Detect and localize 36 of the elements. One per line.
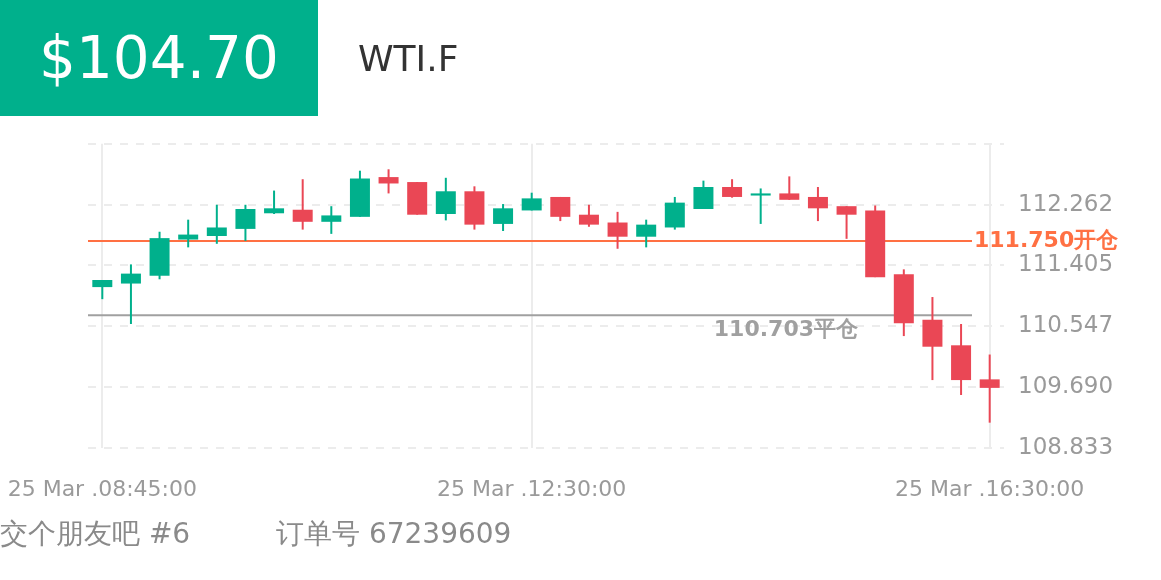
candlestick xyxy=(178,218,199,249)
candlestick xyxy=(779,175,800,201)
y-tick-label: 109.690 xyxy=(1018,372,1114,399)
candlestick xyxy=(435,176,456,222)
candlestick xyxy=(550,195,571,223)
candlestick xyxy=(750,187,771,225)
text: 订单号 67239609 xyxy=(276,516,512,552)
chart-title: WTI.F xyxy=(358,38,459,79)
candlestick xyxy=(807,186,828,223)
candlestick xyxy=(693,179,714,211)
x-tick-label: 25 Mar .12:30:00 xyxy=(437,475,627,501)
text: 交个朋友吧 #6 xyxy=(0,516,191,552)
x-tick-label: 25 Mar .16:30:00 xyxy=(895,475,1085,501)
candlestick xyxy=(92,279,113,301)
candlestick xyxy=(493,203,514,233)
y-tick-label: 112.262 xyxy=(1018,189,1114,216)
candlestick xyxy=(578,203,599,228)
candlestick xyxy=(206,203,227,245)
candlestick xyxy=(378,168,399,195)
chart-subtitle: $104.70 xyxy=(0,0,318,116)
candlestick xyxy=(636,218,657,249)
candlestick xyxy=(292,178,313,231)
y-tick-label: 111.405 xyxy=(1018,250,1114,277)
candlestick xyxy=(235,203,256,242)
ref-line-label: 111.750开仓 xyxy=(974,226,1120,252)
candlestick xyxy=(607,210,628,250)
candlestick xyxy=(979,353,1000,424)
x-tick-label: 25 Mar .08:45:00 xyxy=(7,475,197,501)
y-tick-label: 108.833 xyxy=(1018,432,1114,459)
ref-line-label: 110.703平仓 xyxy=(713,315,859,341)
candlestick xyxy=(120,263,141,326)
candlestick xyxy=(722,178,743,199)
candlestick xyxy=(264,189,285,215)
candlestick xyxy=(836,205,857,240)
candlestick xyxy=(321,205,342,235)
y-tick-label: 110.547 xyxy=(1018,311,1114,338)
